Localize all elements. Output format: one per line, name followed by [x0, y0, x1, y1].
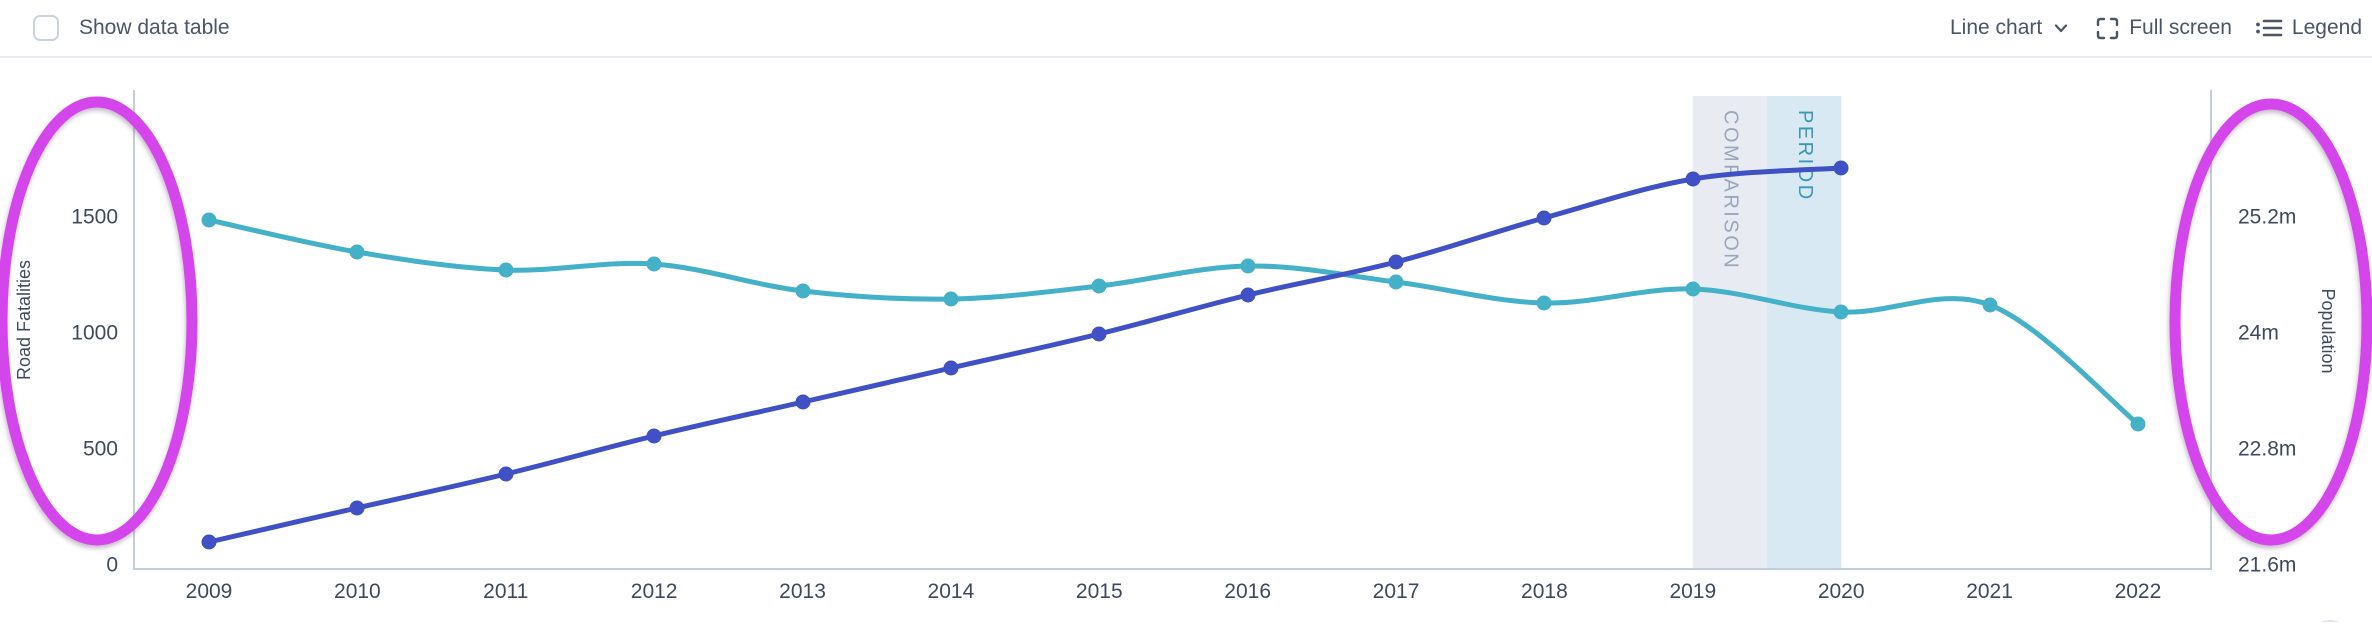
- data-point[interactable]: [1982, 297, 1998, 313]
- x-axis-tick-label: 2021: [1966, 580, 2013, 603]
- data-point[interactable]: [1091, 326, 1107, 342]
- chevron-down-icon: [2055, 24, 2068, 33]
- left-axis-tick-label: 1500: [71, 206, 118, 229]
- chart-type-label: Line chart: [1949, 16, 2043, 39]
- data-point[interactable]: [498, 466, 514, 482]
- x-axis-tick-label: 2019: [1669, 580, 1716, 603]
- right-axis-title: Population: [2318, 288, 2338, 373]
- left-axis-tick-label: 500: [83, 438, 118, 461]
- data-point[interactable]: [349, 244, 365, 260]
- legend-label: Legend: [2291, 16, 2362, 39]
- series-line-right: [206, 165, 1844, 545]
- data-point[interactable]: [646, 428, 662, 444]
- data-point[interactable]: [1685, 171, 1701, 187]
- data-point[interactable]: [1833, 160, 1849, 176]
- band-label: COMPARISON: [1720, 110, 1742, 270]
- data-point[interactable]: [795, 283, 811, 299]
- data-point[interactable]: [1388, 274, 1404, 290]
- x-axis-tick-label: 2022: [2115, 580, 2162, 603]
- chart-type-dropdown[interactable]: Line chart: [1950, 16, 2072, 40]
- left-axis-tick-label: 1000: [71, 322, 118, 345]
- data-point[interactable]: [1388, 254, 1404, 270]
- data-point[interactable]: [1091, 278, 1107, 294]
- x-axis-tick-label: 2016: [1224, 580, 1271, 603]
- period-band: [1766, 96, 1842, 569]
- full-screen-label: Full screen: [2129, 16, 2232, 39]
- data-point[interactable]: [498, 262, 514, 278]
- chart-toolbar: Show data table Line chart Full screen: [0, 0, 2372, 58]
- data-point[interactable]: [2130, 416, 2146, 432]
- data-point[interactable]: [943, 291, 959, 307]
- x-axis-tick-label: 2018: [1521, 580, 1568, 603]
- full-screen-button[interactable]: Full screen: [2094, 15, 2232, 42]
- x-axis-tick-label: 2012: [631, 580, 678, 603]
- x-axis-tick-label: 2020: [1818, 580, 1865, 603]
- annotation-ellipse-left-axis: [0, 96, 198, 546]
- x-axis-tick-label: 2017: [1373, 580, 1420, 603]
- series-line-left: [206, 217, 2141, 427]
- band-label: PERIOD: [1794, 110, 1816, 202]
- data-point[interactable]: [1833, 304, 1849, 320]
- data-point[interactable]: [795, 394, 811, 410]
- show-data-table-checkbox[interactable]: [33, 15, 59, 41]
- legend-icon: [2256, 19, 2283, 37]
- data-point[interactable]: [1685, 281, 1701, 297]
- x-axis-tick-label: 2013: [779, 580, 826, 603]
- data-point[interactable]: [201, 212, 217, 228]
- show-data-table-label: Show data table: [79, 16, 230, 39]
- right-axis-tick-label: 21.6m: [2238, 554, 2296, 577]
- data-point[interactable]: [1240, 287, 1256, 303]
- data-point[interactable]: [1240, 258, 1256, 274]
- full-screen-icon: [2097, 17, 2119, 39]
- axis-frame: [133, 90, 2212, 570]
- right-axis-tick-label: 24m: [2238, 322, 2279, 345]
- right-axis-tick-label: 22.8m: [2238, 438, 2296, 461]
- data-point[interactable]: [1536, 210, 1552, 226]
- data-point[interactable]: [646, 256, 662, 272]
- annotation-ellipse-right-axis: [2169, 98, 2372, 546]
- right-axis-tick-label: 25.2m: [2238, 206, 2296, 229]
- x-axis-tick-label: 2009: [186, 580, 233, 603]
- x-axis-tick-label: 2015: [1076, 580, 1123, 603]
- left-axis-title: Road Fatalities: [14, 260, 34, 380]
- data-point[interactable]: [201, 534, 217, 550]
- toolbar-right: Line chart Full screen: [1950, 15, 2362, 42]
- left-axis-tick-label: 0: [106, 554, 118, 577]
- data-point[interactable]: [349, 500, 365, 516]
- x-axis-tick-label: 2010: [334, 580, 381, 603]
- x-axis-tick-label: 2014: [928, 580, 975, 603]
- data-point[interactable]: [943, 360, 959, 376]
- data-point[interactable]: [1536, 295, 1552, 311]
- toolbar-left: Show data table: [33, 15, 230, 41]
- legend-button[interactable]: Legend: [2254, 15, 2362, 41]
- x-axis-tick-label: 2011: [483, 580, 528, 603]
